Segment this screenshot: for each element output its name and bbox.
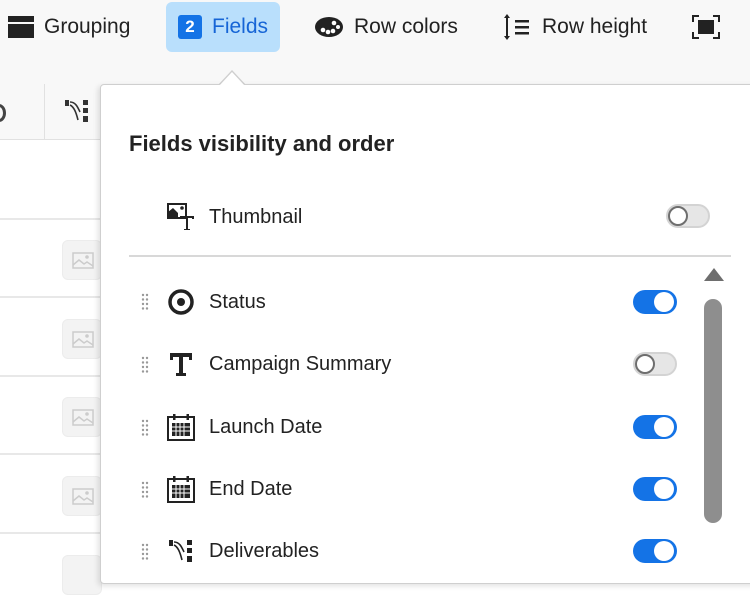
scroll-up-arrow[interactable] [704,268,724,281]
field-label: Launch Date [209,415,323,438]
row-colors-button[interactable]: Row colors [302,2,470,52]
thumbnail-icon [167,203,195,231]
drag-handle-icon[interactable] [141,293,149,311]
fullscreen-button[interactable] [680,2,732,52]
fields-popover: Fields visibility and order Thumbnail St… [100,84,750,584]
field-label: End Date [209,477,293,500]
field-row-campaign-summary: Campaign Summary [167,350,391,378]
divider [129,255,731,257]
deliverables-column-icon[interactable] [64,98,90,124]
field-label: Thumbnail [209,205,303,228]
grouping-icon [8,16,34,38]
grouping-label: Grouping [44,15,131,38]
column-divider [44,84,45,140]
drag-handle-icon[interactable] [141,481,149,499]
end-date-toggle[interactable] [633,477,677,501]
field-row-end-date: End Date [167,475,292,503]
popover-arrow-fill [219,72,245,86]
field-row-deliverables: Deliverables [167,537,319,565]
fields-label: Fields [212,15,269,38]
calendar-icon [167,475,195,503]
text-icon [167,350,195,378]
thumbnail-placeholder [62,476,102,516]
thumbnail-placeholder [62,555,102,595]
field-row-status: Status [167,288,266,316]
thumbnail-placeholder [62,240,102,280]
toolbar: Grouping 2 Fields Row colors Row height [0,0,750,84]
row-divider [0,218,110,220]
launch-date-toggle[interactable] [633,415,677,439]
row-divider [0,296,110,298]
palette-icon [315,17,343,37]
drag-handle-icon[interactable] [141,419,149,437]
scrollbar-thumb[interactable] [704,299,722,523]
campaign-summary-toggle[interactable] [633,352,677,376]
popover-title: Fields visibility and order [129,131,395,156]
status-toggle[interactable] [633,290,677,314]
row-height-icon [504,14,529,40]
field-label: Campaign Summary [209,352,392,375]
fullscreen-icon [692,15,720,39]
drag-handle-icon[interactable] [141,543,149,561]
status-icon [167,288,195,316]
row-divider [0,375,110,377]
row-height-button[interactable]: Row height [490,2,659,52]
field-row-launch-date: Launch Date [167,413,322,441]
row-height-label: Row height [542,15,648,38]
field-label: Status [209,290,266,313]
row-colors-label: Row colors [354,15,458,38]
thumbnail-placeholder [62,319,102,359]
thumbnail-toggle[interactable] [666,204,710,228]
field-row-thumbnail: Thumbnail [167,203,302,231]
row-divider [0,532,110,534]
fields-button[interactable]: 2 Fields [166,2,281,52]
row-divider [0,453,110,455]
calendar-icon [167,413,195,441]
status-column-icon [0,104,6,122]
field-label: Deliverables [209,539,320,562]
thumbnail-placeholder [62,397,102,437]
deliverables-icon [167,537,195,565]
deliverables-toggle[interactable] [633,539,677,563]
grouping-button[interactable]: Grouping [0,2,142,52]
drag-handle-icon[interactable] [141,356,149,374]
fields-count-badge: 2 [178,15,202,39]
